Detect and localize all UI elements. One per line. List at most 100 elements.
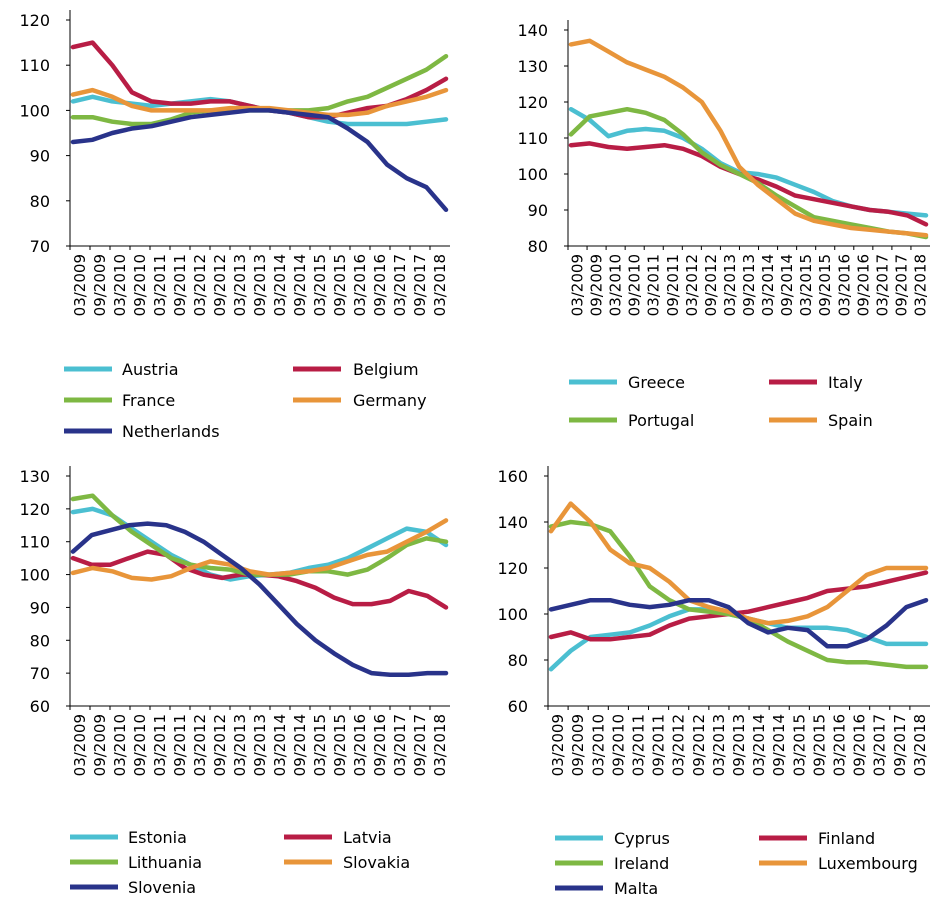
x-tick-label: 09/2009	[569, 714, 587, 776]
x-tick-label: 03/2016	[831, 714, 849, 776]
x-tick-label: 09/2009	[91, 714, 109, 776]
x-tick-label: 09/2013	[251, 714, 269, 776]
x-tick-label: 03/2009	[71, 714, 89, 776]
legend-label-slovakia: Slovakia	[343, 853, 410, 872]
y-tick-label: 110	[517, 129, 548, 148]
x-tick-label: 03/2015	[311, 714, 329, 776]
x-tick-label: 03/2015	[790, 714, 808, 776]
x-tick-label: 03/2017	[873, 254, 891, 316]
x-tick-label: 03/2018	[911, 254, 929, 316]
legend-label-slovenia: Slovenia	[128, 878, 196, 897]
y-tick-label: 110	[19, 533, 50, 552]
x-tick-label: 09/2014	[778, 254, 796, 316]
y-tick-label: 100	[19, 101, 50, 120]
x-tick-label: 09/2014	[770, 714, 788, 776]
x-tick-label: 03/2014	[271, 714, 289, 776]
x-tick-label: 09/2015	[331, 714, 349, 776]
legend-label-italy: Italy	[828, 373, 863, 392]
x-tick-label: 03/2017	[391, 254, 409, 316]
y-tick-label: 120	[497, 559, 528, 578]
series-line-malta	[548, 597, 929, 649]
series-line-slovenia	[70, 521, 449, 678]
x-tick-label: 03/2010	[607, 254, 625, 316]
x-tick-label: 03/2011	[645, 254, 663, 316]
x-tick-label: 09/2012	[211, 714, 229, 776]
series-line-slovakia	[70, 518, 449, 582]
series-line-netherlands	[70, 108, 449, 213]
legend-label-spain: Spain	[828, 411, 873, 430]
legend-label-luxembourg: Luxembourg	[818, 854, 918, 873]
y-tick-label: 130	[517, 57, 548, 76]
y-tick-label: 130	[19, 467, 50, 486]
y-tick-label: 90	[30, 147, 50, 166]
series-line-spain	[568, 38, 929, 238]
y-tick-label: 60	[508, 697, 528, 716]
x-tick-label: 03/2016	[351, 714, 369, 776]
y-tick-label: 100	[517, 165, 548, 184]
x-tick-label: 09/2013	[740, 254, 758, 316]
x-tick-label: 03/2012	[670, 714, 688, 776]
x-tick-label: 09/2012	[702, 254, 720, 316]
x-tick-label: 03/2018	[431, 254, 449, 316]
y-tick-label: 110	[19, 56, 50, 75]
y-tick-label: 70	[30, 664, 50, 683]
y-tick-label: 90	[30, 598, 50, 617]
x-tick-label: 03/2016	[351, 254, 369, 316]
x-tick-label: 09/2010	[131, 254, 149, 316]
series-line-estonia	[70, 506, 449, 582]
y-tick-label: 70	[30, 237, 50, 256]
x-tick-label: 09/2010	[609, 714, 627, 776]
y-tick-label: 100	[497, 605, 528, 624]
y-tick-label: 90	[528, 201, 548, 220]
y-tick-label: 120	[517, 93, 548, 112]
legend-label-malta: Malta	[614, 879, 658, 898]
x-tick-label: 09/2013	[730, 714, 748, 776]
legend-label-finland: Finland	[818, 829, 875, 848]
series-line-finland	[548, 570, 929, 642]
x-tick-label: 03/2017	[391, 714, 409, 776]
x-tick-label: 03/2018	[431, 714, 449, 776]
legend-label-cyprus: Cyprus	[614, 829, 670, 848]
series-line-greece	[568, 106, 929, 218]
legend-label-estonia: Estonia	[128, 828, 187, 847]
x-tick-label: 09/2013	[251, 254, 269, 316]
x-tick-label: 03/2011	[629, 714, 647, 776]
legend-label-netherlands: Netherlands	[122, 422, 220, 441]
x-tick-label: 03/2010	[589, 714, 607, 776]
x-tick-label: 03/2010	[111, 254, 129, 316]
x-tick-label: 03/2012	[191, 254, 209, 316]
x-tick-label: 09/2011	[664, 254, 682, 316]
x-tick-label: 09/2016	[851, 714, 869, 776]
series-line-latvia	[70, 549, 449, 610]
y-tick-label: 80	[528, 237, 548, 256]
x-tick-label: 09/2017	[891, 714, 909, 776]
x-tick-label: 03/2013	[231, 254, 249, 316]
x-tick-label: 09/2011	[171, 254, 189, 316]
y-tick-label: 80	[508, 651, 528, 670]
x-tick-label: 03/2009	[71, 254, 89, 316]
x-tick-label: 03/2013	[231, 714, 249, 776]
x-tick-label: 09/2012	[690, 714, 708, 776]
series-line-italy	[568, 141, 929, 227]
x-tick-label: 03/2012	[191, 714, 209, 776]
x-tick-label: 03/2014	[750, 714, 768, 776]
y-tick-label: 120	[19, 11, 50, 30]
x-tick-label: 09/2016	[854, 254, 872, 316]
x-tick-label: 09/2009	[91, 254, 109, 316]
x-tick-label: 09/2015	[816, 254, 834, 316]
y-tick-label: 140	[497, 513, 528, 532]
y-tick-label: 60	[30, 697, 50, 716]
x-tick-label: 09/2016	[371, 254, 389, 316]
x-tick-label: 09/2014	[291, 714, 309, 776]
x-tick-label: 03/2009	[569, 254, 587, 316]
y-tick-label: 160	[497, 467, 528, 486]
x-tick-label: 09/2011	[171, 714, 189, 776]
x-tick-label: 03/2015	[797, 254, 815, 316]
x-tick-label: 03/2013	[710, 714, 728, 776]
y-tick-label: 120	[19, 500, 50, 519]
legend-label-latvia: Latvia	[343, 828, 392, 847]
